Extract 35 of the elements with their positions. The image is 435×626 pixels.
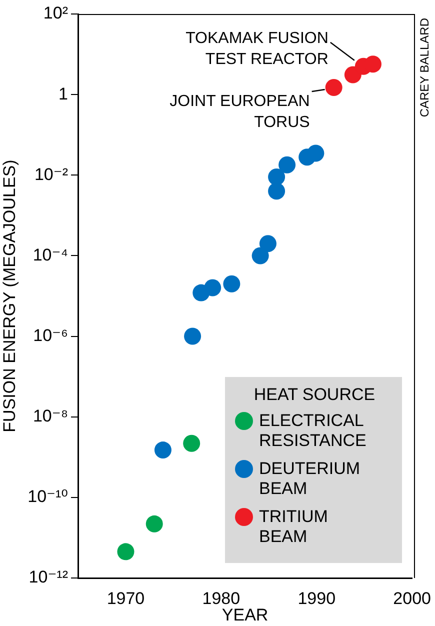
y-tick-label: 10⁻⁸ (32, 406, 68, 426)
x-tick-label: 2000 (393, 588, 432, 608)
point (184, 328, 202, 345)
legend-title: HEAT SOURCE (252, 385, 376, 405)
point (268, 182, 286, 200)
y-tick-label: 10⁻¹⁰ (28, 487, 68, 506)
x-tick-label: 1970 (106, 588, 145, 608)
y-tick-label: 10⁻⁴ (32, 245, 68, 264)
point (259, 235, 276, 252)
x-tick-label: 1980 (202, 588, 240, 608)
point (278, 156, 296, 174)
legend-label: ELECTRICAL RESISTANCE (259, 411, 368, 451)
point (154, 442, 172, 459)
point (223, 275, 240, 292)
y-axis-title: FUSION ENERGY (MEGAJOULES) (0, 160, 19, 432)
point (307, 144, 324, 162)
point (146, 515, 163, 532)
point (183, 434, 200, 452)
point (325, 78, 342, 96)
point (117, 543, 134, 560)
y-tick-label: 10² (43, 4, 68, 23)
x-axis-title: YEAR (222, 605, 268, 624)
y-tick-label: 10⁻¹² (28, 568, 68, 587)
point (204, 279, 222, 296)
legend-label: TRITIUM BEAM (259, 507, 329, 547)
y-tick-label: 10⁻⁶ (33, 326, 68, 345)
y-tick-label: 1 (58, 84, 68, 104)
legend-label: DEUTERIUM BEAM (259, 459, 362, 499)
point (268, 168, 286, 186)
text: CAREY BALLARD (417, 18, 432, 118)
x-tick-label: 1990 (298, 588, 336, 608)
point (252, 247, 269, 264)
y-tick-label: 10⁻² (34, 164, 68, 184)
annotation: TOKAMAK FUSION TEST REACTOR (186, 30, 328, 68)
annotation: JOINT EUROPEAN TORUS (170, 92, 310, 131)
